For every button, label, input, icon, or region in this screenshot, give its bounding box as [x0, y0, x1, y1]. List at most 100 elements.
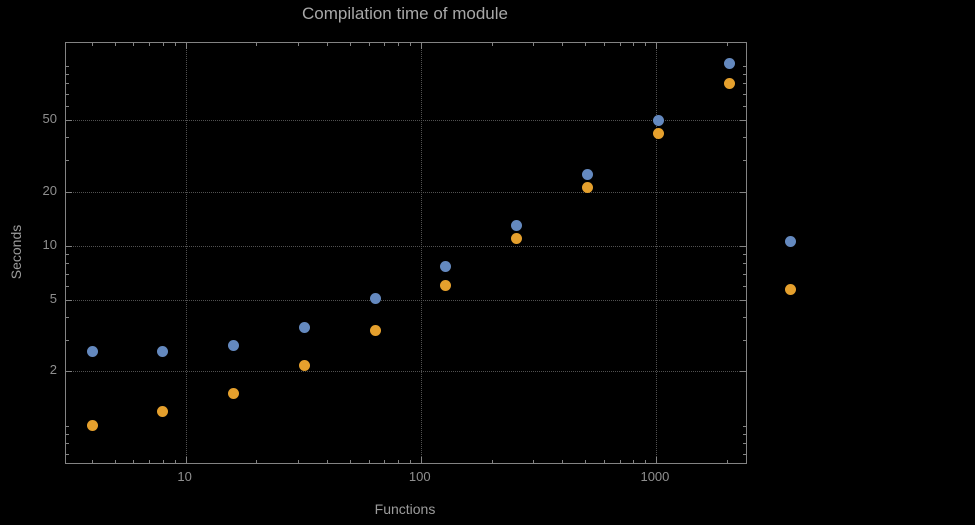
data-point-series-2-orange — [228, 388, 240, 400]
x-minor-tick-top — [92, 43, 94, 46]
x-minor-tick-bottom — [256, 460, 258, 463]
y-minor-tick-right — [743, 339, 746, 341]
x-minor-tick-bottom — [114, 460, 116, 463]
gridline-y-2 — [66, 371, 746, 373]
y-major-tick-left — [66, 371, 72, 373]
data-point-series-1-blue — [369, 292, 381, 304]
x-major-tick-bottom — [655, 457, 657, 463]
gridline-x-1000 — [655, 43, 657, 463]
y-minor-tick-left — [66, 317, 69, 319]
x-minor-tick-bottom — [162, 460, 164, 463]
data-point-series-2-orange — [652, 128, 664, 140]
x-minor-tick-bottom — [585, 460, 587, 463]
y-minor-tick-left — [66, 83, 69, 85]
y-major-tick-left — [66, 120, 72, 122]
y-minor-tick-left — [66, 339, 69, 341]
x-minor-tick-top — [327, 43, 329, 46]
y-minor-tick-left — [66, 453, 69, 455]
x-major-tick-bottom — [185, 457, 187, 463]
x-minor-tick-bottom — [297, 460, 299, 463]
x-minor-tick-top — [149, 43, 151, 46]
y-minor-tick-right — [743, 253, 746, 255]
y-minor-tick-right — [743, 137, 746, 139]
x-minor-tick-bottom — [619, 460, 621, 463]
y-minor-tick-right — [743, 263, 746, 265]
y-tick-label: 5 — [49, 290, 57, 306]
x-minor-tick-bottom — [397, 460, 399, 463]
x-tick-label: 100 — [408, 469, 431, 484]
y-minor-tick-right — [743, 443, 746, 445]
data-point-series-1-blue — [157, 345, 169, 357]
x-major-tick-top — [185, 43, 187, 49]
x-minor-tick-top — [532, 43, 534, 46]
y-minor-tick-right — [743, 285, 746, 287]
y-minor-tick-right — [743, 105, 746, 107]
y-major-tick-left — [66, 191, 72, 193]
x-tick-label: 1000 — [640, 469, 670, 484]
gridline-y-20 — [66, 191, 746, 193]
legend-marker-series-2 — [784, 283, 796, 295]
x-minor-tick-bottom — [532, 460, 534, 463]
data-point-series-1-blue — [723, 58, 735, 70]
data-point-series-2-orange — [86, 420, 98, 432]
x-minor-tick-bottom — [562, 460, 564, 463]
y-minor-tick-left — [66, 74, 69, 76]
x-tick-label: 10 — [177, 469, 192, 484]
plot-area — [65, 42, 747, 464]
x-minor-tick-bottom — [174, 460, 176, 463]
y-major-tick-left — [66, 245, 72, 247]
x-axis-label: Functions — [374, 501, 436, 517]
y-minor-tick-left — [66, 137, 69, 139]
data-point-series-2-orange — [723, 77, 735, 89]
y-minor-tick-right — [743, 65, 746, 67]
data-point-series-2-orange — [440, 280, 452, 292]
x-minor-tick-top — [133, 43, 135, 46]
gridline-x-100 — [420, 43, 422, 463]
x-major-tick-top — [420, 43, 422, 49]
y-major-tick-right — [740, 371, 746, 373]
x-minor-tick-bottom — [645, 460, 647, 463]
x-minor-tick-bottom — [349, 460, 351, 463]
y-minor-tick-left — [66, 273, 69, 275]
data-point-series-1-blue — [298, 322, 310, 334]
x-minor-tick-top — [384, 43, 386, 46]
x-minor-tick-bottom — [384, 460, 386, 463]
x-minor-tick-top — [410, 43, 412, 46]
x-minor-tick-top — [619, 43, 621, 46]
y-minor-tick-right — [743, 74, 746, 76]
y-major-tick-right — [740, 299, 746, 301]
x-minor-tick-top — [491, 43, 493, 46]
data-point-series-1-blue — [86, 345, 98, 357]
y-minor-tick-left — [66, 105, 69, 107]
x-minor-tick-top — [162, 43, 164, 46]
y-major-tick-right — [740, 191, 746, 193]
x-major-tick-bottom — [420, 457, 422, 463]
data-point-series-2-orange — [298, 360, 310, 372]
y-tick-label: 50 — [42, 111, 57, 127]
y-minor-tick-left — [66, 425, 69, 427]
x-minor-tick-top — [645, 43, 647, 46]
x-minor-tick-top — [633, 43, 635, 46]
x-minor-tick-bottom — [603, 460, 605, 463]
data-point-series-1-blue — [440, 260, 452, 272]
y-minor-tick-right — [743, 83, 746, 85]
x-minor-tick-bottom — [368, 460, 370, 463]
data-point-series-2-orange — [582, 182, 594, 194]
data-point-series-1-blue — [652, 114, 664, 126]
y-major-tick-right — [740, 120, 746, 122]
x-minor-tick-top — [256, 43, 258, 46]
gridline-y-50 — [66, 120, 746, 122]
y-minor-tick-right — [743, 159, 746, 161]
x-minor-tick-bottom — [92, 460, 94, 463]
data-point-series-2-orange — [511, 232, 523, 244]
y-major-tick-right — [740, 245, 746, 247]
y-tick-label: 10 — [42, 236, 57, 252]
data-point-series-2-orange — [157, 405, 169, 417]
gridline-x-10 — [185, 43, 187, 463]
y-minor-tick-right — [743, 425, 746, 427]
y-minor-tick-left — [66, 443, 69, 445]
y-tick-label: 2 — [49, 362, 57, 378]
y-minor-tick-right — [743, 93, 746, 95]
x-minor-tick-top — [397, 43, 399, 46]
